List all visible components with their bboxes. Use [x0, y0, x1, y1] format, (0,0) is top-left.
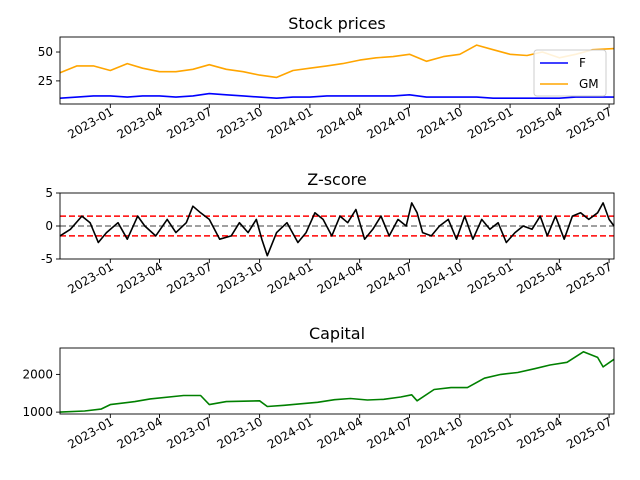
z-score-series-0-line: [59, 202, 615, 257]
stock-prices-title: Stock prices: [288, 14, 386, 33]
legend-f-label: F: [579, 56, 586, 70]
capital-axes-frame: [59, 347, 615, 415]
capital-y-tick-label: 1000: [22, 405, 53, 419]
z-score-y-tick-label: 5: [45, 186, 53, 200]
stock-prices-f-line: [59, 92, 614, 99]
stock-prices-gm-line: [59, 44, 615, 79]
legend-gm-label: GM: [579, 77, 599, 91]
stock-prices-y-tick-label: 25: [38, 74, 53, 88]
z-score-y-tick-label: 0: [45, 219, 53, 233]
stock-prices-y-tick-label: 50: [38, 45, 53, 59]
capital-series-0-line: [59, 350, 615, 413]
z-score-title: Z-score: [307, 170, 366, 189]
capital-title: Capital: [309, 324, 365, 343]
stock-prices-axes-frame: [59, 36, 615, 105]
capital-y-tick-label: 2000: [22, 367, 53, 381]
z-score-y-tick-label: -5: [41, 252, 53, 266]
